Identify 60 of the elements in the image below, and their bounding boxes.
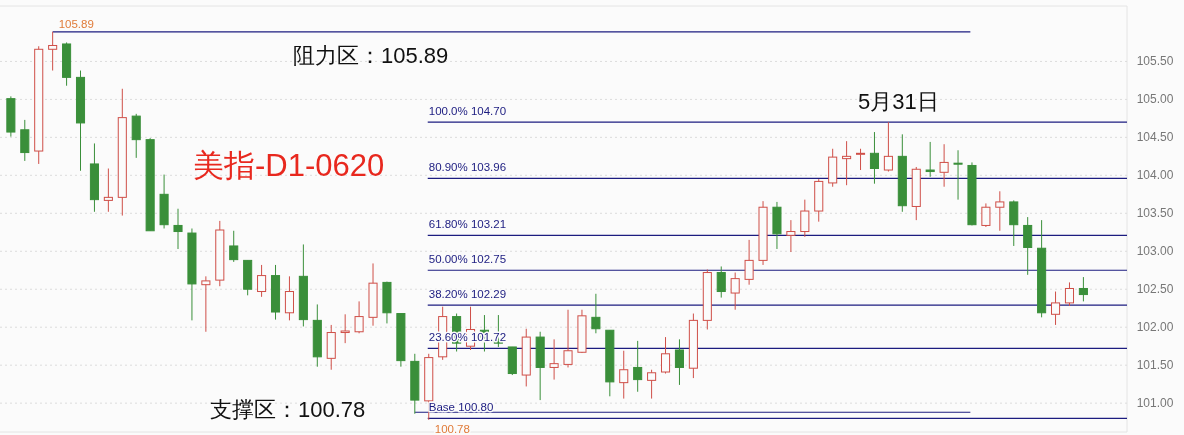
ref-line-label: Base 100.80 [428, 401, 494, 414]
candlestick [340, 313, 350, 344]
candlestick [173, 208, 183, 250]
candlestick [354, 300, 364, 334]
annotation: 100.78 [434, 422, 470, 435]
candlestick [800, 199, 810, 238]
candlestick [786, 219, 796, 253]
ref-line-label: 50.00% 102.75 [428, 253, 507, 266]
candlestick [842, 140, 852, 186]
candlestick [981, 202, 991, 228]
y-tick-label: 104.00 [1136, 168, 1174, 183]
text: 美指-D1-0620 [193, 148, 385, 183]
candlestick [1023, 216, 1033, 276]
candlestick [744, 239, 754, 286]
candlestick [647, 369, 657, 400]
ref-line-label: 61.80% 103.21 [428, 218, 507, 231]
candlestick [257, 264, 267, 298]
candlestick [549, 338, 559, 381]
candlestick [48, 31, 58, 72]
candlestick [131, 113, 141, 159]
candlestick [201, 275, 211, 333]
candlestick [229, 230, 239, 263]
y-tick-label: 103.00 [1136, 244, 1174, 259]
ref-line-label: 100.0% 104.70 [428, 105, 507, 118]
candlestick [1064, 281, 1075, 307]
y-tick-label: 105.00 [1136, 92, 1174, 107]
candlestick [591, 293, 601, 334]
candlestick [730, 272, 740, 311]
candlestick [1051, 291, 1061, 326]
candlestick [563, 309, 573, 368]
candlestick [660, 336, 671, 375]
y-tick-label: 102.50 [1136, 282, 1174, 297]
annotation: 105.89 [58, 17, 94, 30]
candlestick [883, 121, 893, 173]
y-tick-label: 104.50 [1136, 130, 1174, 145]
candlestick [716, 265, 726, 299]
candlestick [20, 119, 30, 162]
ref-line-label: 80.90% 103.96 [428, 161, 507, 174]
y-tick-label: 102.00 [1136, 320, 1174, 335]
y-tick-label: 101.50 [1136, 358, 1174, 373]
y-tick-label: 105.50 [1136, 54, 1174, 69]
candlestick [925, 141, 935, 178]
candlestick [939, 143, 949, 188]
y-tick-label: 101.00 [1136, 396, 1174, 411]
annotation: 支撑区：100.78 [210, 397, 366, 422]
candlestick [1078, 276, 1088, 302]
annotation: 阻力区：105.89 [293, 43, 449, 68]
candlestick [995, 190, 1005, 232]
candlestick [633, 340, 643, 393]
candlestick [869, 131, 880, 185]
ref-line-label: 38.20% 102.29 [428, 288, 507, 301]
candlestick [674, 338, 684, 386]
candlestick [953, 149, 963, 201]
y-tick-label: 103.50 [1136, 206, 1174, 221]
candlestick [1009, 199, 1019, 247]
candlestick [856, 148, 866, 171]
candlestick [284, 275, 294, 321]
candlestick [103, 168, 113, 213]
annotation: 5月31日 [858, 89, 939, 114]
candlestick [619, 350, 629, 400]
